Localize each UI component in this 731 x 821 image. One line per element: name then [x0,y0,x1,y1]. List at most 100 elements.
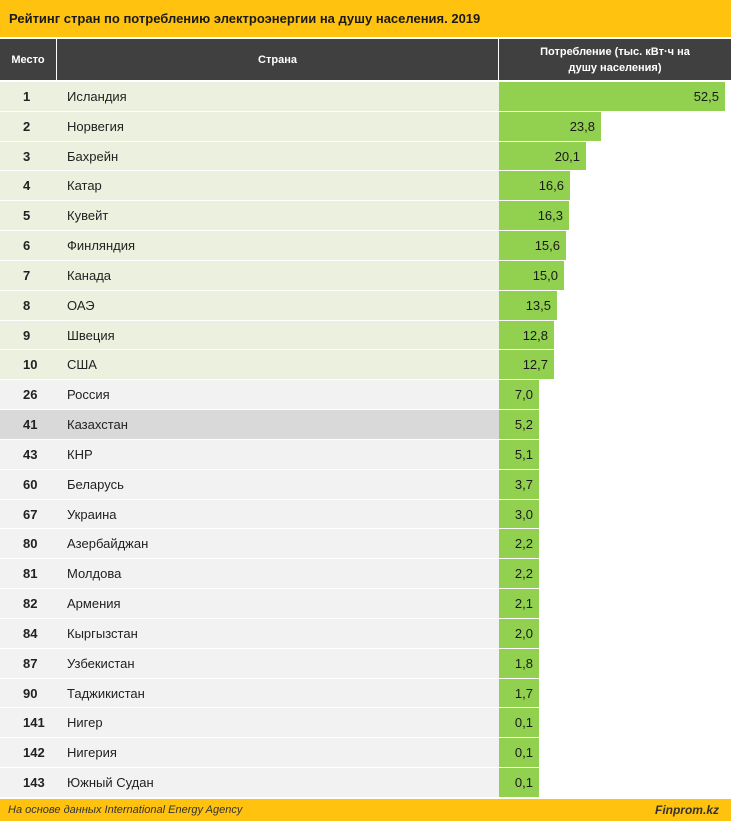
value-cell: 0,1 [499,738,731,768]
value-cell: 3,7 [499,469,731,499]
rank-cell: 10 [23,357,38,373]
value-label: 23,8 [569,118,595,134]
bar [499,231,566,260]
value-cell: 12,8 [499,320,731,350]
value-cell: 5,1 [499,439,731,469]
rank-cell: 80 [23,536,38,552]
country-cell: Исландия [67,89,127,104]
value-label: 16,3 [537,208,563,224]
value-cell: 5,2 [499,410,731,439]
value-label: 52,5 [693,89,719,104]
country-cell: Катар [67,178,102,194]
country-cell: Азербайджан [67,536,149,552]
bar [499,290,557,320]
value-label: 1,7 [514,685,533,701]
table-row: 60 Беларусь 3,7 [0,469,731,500]
value-cell: 2,0 [499,618,731,648]
table-row: 142 Нигерия 0,1 [0,738,731,769]
value-cell: 13,5 [499,290,731,320]
table-row: 6 Финляндия 15,6 [0,231,731,261]
value-label: 2,0 [514,625,533,641]
table-row: 41 Казахстан 5,2 [0,410,731,440]
value-label: 12,8 [522,327,548,343]
header-country: Страна [57,39,498,80]
country-cell: Норвегия [67,118,124,134]
bar [499,260,564,290]
country-cell: Россия [67,387,110,403]
value-cell: 15,6 [499,231,731,260]
table-row: 5 Кувейт 16,3 [0,201,731,232]
value-cell: 52,5 [499,82,731,111]
value-cell: 7,0 [499,380,731,410]
rank-cell: 2 [23,118,31,134]
country-cell: Канада [67,267,112,283]
country-cell: Кыргызстан [67,625,138,641]
table-row: 141 Нигер 0,1 [0,708,731,739]
bar [499,648,539,678]
value-label: 3,7 [514,476,533,492]
country-cell: Казахстан [67,417,128,433]
country-cell: Южный Судан [67,775,154,791]
bar [499,380,539,410]
bar [499,589,539,618]
rank-cell: 87 [23,655,38,671]
table-row: 9 Швеция 12,8 [0,320,731,351]
bar [499,171,570,201]
rank-cell: 43 [23,446,38,462]
value-cell: 16,6 [499,171,731,201]
country-cell: ОАЭ [67,297,95,313]
table-row: 81 Молдова 2,2 [0,559,731,590]
rank-cell: 41 [23,417,38,433]
table-header: Место Страна Потребление (тыс. кВт·ч на … [0,37,731,80]
table-row: 82 Армения 2,1 [0,589,731,619]
value-label: 5,1 [514,446,533,462]
rank-cell: 1 [23,89,31,104]
value-label: 0,1 [514,715,533,731]
bar [499,678,539,708]
value-cell: 16,3 [499,201,731,231]
bar [499,708,539,738]
country-cell: Армения [67,596,121,612]
bar [499,141,586,171]
country-cell: Узбекистан [67,655,135,671]
bar [499,618,539,648]
value-cell: 0,1 [499,768,731,797]
country-cell: Таджикистан [67,685,145,701]
rank-cell: 9 [23,327,31,343]
bar [499,410,539,439]
value-label: 3,0 [514,506,533,522]
value-cell: 2,2 [499,529,731,559]
value-cell: 15,0 [499,260,731,290]
country-cell: США [67,357,97,373]
bar [499,529,539,559]
table-row: 43 КНР 5,1 [0,439,731,470]
value-label: 13,5 [525,297,551,313]
value-cell: 1,7 [499,678,731,708]
value-label: 2,2 [514,566,533,582]
bar [499,439,539,469]
value-cell: 1,8 [499,648,731,678]
footer: На основе данных International Energy Ag… [0,799,731,821]
value-cell: 12,7 [499,350,731,380]
rank-cell: 84 [23,625,38,641]
rank-cell: 26 [23,387,38,403]
bar [499,350,554,380]
table-row: 4 Катар 16,6 [0,171,731,202]
table-row: 10 США 12,7 [0,350,731,381]
rank-cell: 4 [23,178,31,194]
country-cell: Швеция [67,327,115,343]
value-cell: 20,1 [499,141,731,171]
value-label: 20,1 [554,148,580,164]
country-cell: Беларусь [67,476,124,492]
value-label: 15,0 [532,267,558,283]
value-label: 15,6 [534,238,560,254]
country-cell: Нигер [67,715,103,731]
header-rank: Место [0,39,56,80]
chart-title: Рейтинг стран по потреблению электроэнер… [0,0,731,37]
table-row: 143 Южный Судан 0,1 [0,768,731,798]
value-label: 7,0 [514,387,533,403]
footer-divider [0,797,731,799]
table-row: 1 Исландия 52,5 [0,82,731,112]
value-label: 0,1 [514,775,533,791]
value-label: 12,7 [522,357,548,373]
